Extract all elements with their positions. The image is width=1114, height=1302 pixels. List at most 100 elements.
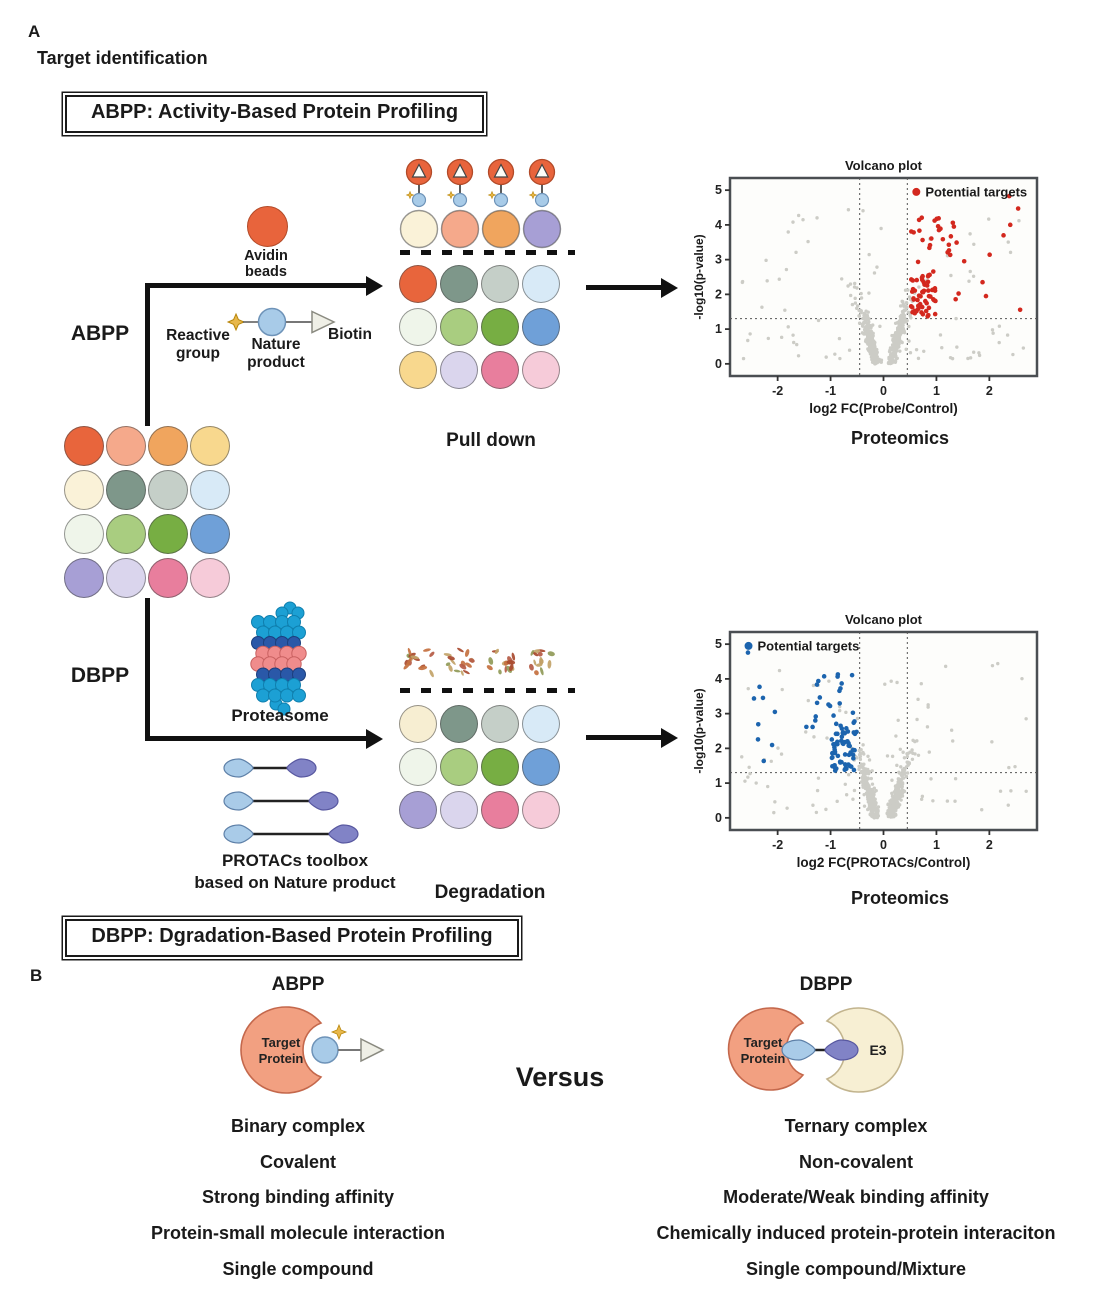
cell-circle <box>440 705 478 743</box>
flow-trunk-upper <box>145 283 150 426</box>
pulldown-grid <box>399 265 560 389</box>
panel-a-label: A <box>28 22 41 41</box>
avidin-bead-icon <box>247 206 288 247</box>
svg-text:2: 2 <box>986 838 993 852</box>
degradation-grid <box>399 705 560 829</box>
dbpp-definition-box: DBPP: Dgradation-Based Protein Profiling <box>65 919 519 957</box>
cell-circle <box>148 514 188 554</box>
degradation-separator <box>400 688 575 693</box>
svg-text:4: 4 <box>715 218 722 232</box>
protacs-toolbox-label-line1: PROTACs toolbox <box>221 851 369 870</box>
svg-text:-log10(p-value): -log10(p-value) <box>692 234 706 319</box>
cell-library-grid <box>64 426 230 598</box>
comparison-item: Non-covalent <box>798 1151 913 1172</box>
nature-product-label: Nature product <box>247 336 305 371</box>
cell-circle <box>481 308 519 346</box>
biotin-label: Biotin <box>328 326 372 343</box>
target-protein-label-1: Target <box>744 1035 783 1050</box>
comparison-item: Protein-small molecule interaction <box>150 1223 446 1244</box>
svg-text:1: 1 <box>933 838 940 852</box>
cell-circle <box>106 426 146 466</box>
degraded-protein-speckles <box>529 649 555 676</box>
cell-circle <box>64 470 104 510</box>
svg-text:log2 FC(Probe/Control): log2 FC(Probe/Control) <box>809 401 958 416</box>
svg-text:0: 0 <box>880 838 887 852</box>
flow-trunk-lower <box>145 598 150 739</box>
protacs-toolbox-label-line2: based on Nature product <box>194 873 396 893</box>
svg-text:Volcano plot: Volcano plot <box>845 612 923 627</box>
captured-protein-column <box>399 158 439 249</box>
cell-circle <box>399 351 437 389</box>
svg-text:-1: -1 <box>825 838 836 852</box>
target-protein-label-2: Protein <box>259 1051 304 1066</box>
biotin-triangle-icon <box>360 1037 385 1063</box>
nature-product-circle-icon <box>257 307 287 337</box>
cell-circle <box>190 426 230 466</box>
comparison-item: Strong binding affinity <box>202 1187 394 1208</box>
svg-text:-log10(p-value): -log10(p-value) <box>692 688 706 773</box>
svg-text:-2: -2 <box>772 838 783 852</box>
volcano-plot-abpp: Volcano plot -2 -1 0 1 2 0 1 2 3 4 5 log2 FC(Probe/C… <box>692 158 1039 416</box>
svg-text:2: 2 <box>715 741 722 755</box>
degraded-protein-speckles <box>443 647 475 676</box>
degraded-protein-speckles <box>486 648 516 675</box>
comparison-item: Covalent <box>259 1151 337 1172</box>
reactive-group-star-icon <box>226 312 246 332</box>
pulldown-captured-row <box>399 158 562 252</box>
dbpp-flow-arrow <box>145 728 383 749</box>
cell-circle <box>522 308 560 346</box>
cell-circle <box>64 514 104 554</box>
svg-text:Potential targets: Potential targets <box>758 638 860 653</box>
proteomics-label-bottom: Proteomics <box>850 888 950 908</box>
dbpp-branch-label: DBPP <box>70 664 130 687</box>
pull-down-label: Pull down <box>446 430 536 451</box>
cell-circle <box>522 351 560 389</box>
cell-circle <box>106 514 146 554</box>
svg-text:-1: -1 <box>825 384 836 398</box>
cell-circle <box>481 265 519 303</box>
abpp-branch-label: ABPP <box>70 322 130 345</box>
svg-text:5: 5 <box>715 637 722 651</box>
cell-circle <box>440 308 478 346</box>
cell-circle <box>522 265 560 303</box>
svg-text:1: 1 <box>933 384 940 398</box>
cell-circle <box>440 265 478 303</box>
cell-circle <box>148 558 188 598</box>
degradation-label: Degradation <box>434 882 546 903</box>
avidin-beads-label: Avidin beads <box>244 248 288 281</box>
dbpp-properties-list: Ternary complex Non-covalent Moderate/Weak… <box>598 1116 1114 1294</box>
svg-text:2: 2 <box>715 287 722 301</box>
cell-circle <box>190 470 230 510</box>
cell-circle <box>399 265 437 303</box>
abpp-flow-arrow <box>145 275 383 296</box>
comparison-item: Ternary complex <box>784 1116 928 1136</box>
svg-text:5: 5 <box>715 183 722 197</box>
cell-circle <box>481 791 519 829</box>
target-protein-blob <box>240 1006 323 1094</box>
protac-e3-ligand-icon <box>824 1039 859 1061</box>
cell-circle <box>522 748 560 786</box>
captured-protein-column <box>522 158 562 249</box>
pulldown-to-proteomics-arrow <box>586 277 678 298</box>
panel-b-abpp-title: ABPP <box>271 974 325 995</box>
comparison-item: Moderate/Weak binding affinity <box>723 1187 989 1208</box>
cell-circle <box>481 748 519 786</box>
comparison-item: Single compound <box>222 1258 374 1279</box>
svg-text:-2: -2 <box>772 384 783 398</box>
abpp-properties-list: Binary complex Covalent Strong binding aff… <box>140 1116 456 1294</box>
svg-text:1: 1 <box>715 322 722 336</box>
warhead-star-icon <box>330 1023 348 1041</box>
biotin-triangle-icon <box>311 310 336 334</box>
protacs-toolbox-label: PROTACs toolbox based on Nature product <box>190 850 400 894</box>
e3-ligase-blob <box>825 1007 904 1093</box>
svg-text:log2 FC(PROTACs/Control): log2 FC(PROTACs/Control) <box>797 855 971 870</box>
cell-circle <box>148 426 188 466</box>
svg-text:4: 4 <box>715 672 722 686</box>
captured-protein-column <box>481 158 521 249</box>
target-protein-blob <box>727 1007 805 1091</box>
abpp-definition-box: ABPP: Activity-Based Protein Profiling <box>65 95 484 133</box>
e3-label: E3 <box>869 1042 886 1058</box>
svg-text:0: 0 <box>715 357 722 371</box>
probe-molecule-icon <box>226 307 336 337</box>
